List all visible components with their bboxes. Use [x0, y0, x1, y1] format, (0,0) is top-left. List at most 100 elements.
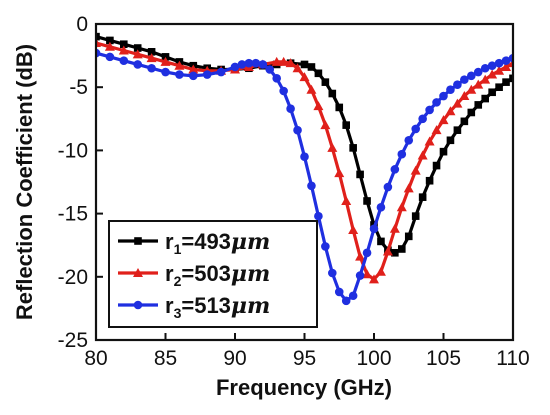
series-3-point: [189, 71, 198, 81]
series-2-point: [480, 74, 491, 84]
series-1-point: [404, 232, 413, 241]
series-3-point: [355, 271, 365, 280]
series-2-point: [160, 56, 171, 66]
series-3-point: [175, 70, 184, 79]
series-1-point: [481, 94, 489, 103]
series-1-point: [349, 144, 357, 152]
y-tick-label: -10: [58, 139, 88, 162]
series-2-point: [271, 56, 282, 66]
series-1-line: [96, 35, 513, 255]
series-2-point: [292, 63, 303, 73]
y-tick-label: -25: [58, 329, 88, 352]
series-2: [96, 37, 513, 284]
series-2-point: [375, 266, 386, 276]
series-1-point: [161, 53, 170, 61]
series-3-point: [321, 242, 330, 251]
legend: r1=493μm r2=503μm r3=513μm: [108, 220, 318, 328]
legend-label: r2=503μm: [165, 261, 270, 289]
series-1-point: [495, 83, 503, 91]
series-3-point: [230, 62, 240, 72]
series-2-point: [369, 274, 379, 284]
series-1-point: [321, 78, 330, 86]
series-3-point: [341, 296, 351, 306]
series-2-point: [501, 61, 512, 71]
series-3-point: [293, 125, 302, 135]
series-3-point: [460, 75, 469, 84]
series-3-point: [425, 105, 434, 115]
series-3-point: [202, 70, 212, 79]
series-2-point: [362, 269, 373, 279]
series-3-point: [258, 60, 268, 69]
y-tick-label: -15: [58, 203, 88, 226]
series-2-point: [306, 84, 317, 94]
series-2-point: [188, 64, 199, 74]
tick-labels: 80 85 90 95 100 105 110 0 -5 -10 -15 -20 -25: [58, 13, 530, 370]
series-2-point: [417, 150, 428, 160]
series-3-point: [237, 60, 247, 69]
series-1-point: [363, 197, 371, 205]
series-1-point: [453, 126, 462, 134]
series-1-point: [439, 147, 448, 156]
series-1-point: [509, 74, 513, 83]
series-1-point: [356, 170, 364, 179]
series-1-point: [502, 78, 510, 86]
series-3-point: [119, 56, 129, 65]
series-2-point: [431, 125, 442, 135]
series-1-point: [314, 69, 323, 78]
x-tick-label: 110: [496, 347, 529, 370]
series-3-point: [446, 85, 455, 95]
series-2-point: [389, 223, 400, 233]
series-3-point: [362, 248, 372, 258]
series-2-point: [104, 41, 115, 51]
series-1-point: [120, 40, 128, 49]
series-1-point: [147, 48, 156, 56]
series-3-point: [404, 135, 414, 145]
x-tick-label: 95: [293, 347, 316, 370]
series-3-point: [418, 114, 427, 124]
series-2-point: [355, 251, 366, 261]
series-1-point: [342, 121, 350, 129]
series-2-point: [396, 202, 407, 212]
series-2-point: [320, 120, 331, 130]
series-3-point: [133, 60, 142, 69]
series-2-point: [118, 45, 129, 55]
series-3-point: [328, 268, 337, 278]
series-2-point: [459, 91, 470, 101]
series-3-point: [147, 63, 156, 73]
series-2-point: [466, 84, 477, 94]
series-3-point: [286, 104, 295, 113]
series-2-point: [334, 168, 345, 178]
series-1-point: [335, 103, 344, 112]
series-2-point: [278, 56, 289, 66]
series-1-point: [398, 245, 406, 253]
series-1-point: [300, 60, 309, 69]
series-3-point: [383, 182, 393, 192]
series-3-point: [369, 224, 379, 234]
series-1-point: [467, 108, 476, 117]
legend-item-1: r1=493μm: [118, 229, 270, 257]
axis-ticks: [95, 23, 514, 341]
series-1-point: [377, 237, 385, 246]
legend-item-2: r2=503μm: [118, 261, 270, 289]
series-2-point: [452, 98, 463, 108]
series-2-point: [382, 246, 393, 256]
x-tick-label: 85: [154, 347, 177, 370]
series-2-point: [285, 58, 296, 68]
series-3-point: [453, 80, 462, 89]
x-axis-title: Frequency (GHz): [216, 375, 392, 400]
y-tick-label: -20: [58, 266, 88, 289]
series-2-point: [348, 225, 359, 235]
series-3-point: [494, 58, 504, 68]
series-3-point: [439, 91, 448, 101]
series-3-point: [314, 211, 323, 221]
y-tick-label: -5: [69, 76, 88, 99]
series-3-point: [397, 149, 407, 159]
legend-label: r1=493μm: [165, 229, 270, 257]
legend-label: r3=513μm: [165, 293, 270, 321]
series-1-point: [328, 89, 337, 98]
series-3-point: [105, 52, 115, 62]
series-3-point: [348, 291, 358, 301]
series-2-point: [403, 183, 414, 193]
